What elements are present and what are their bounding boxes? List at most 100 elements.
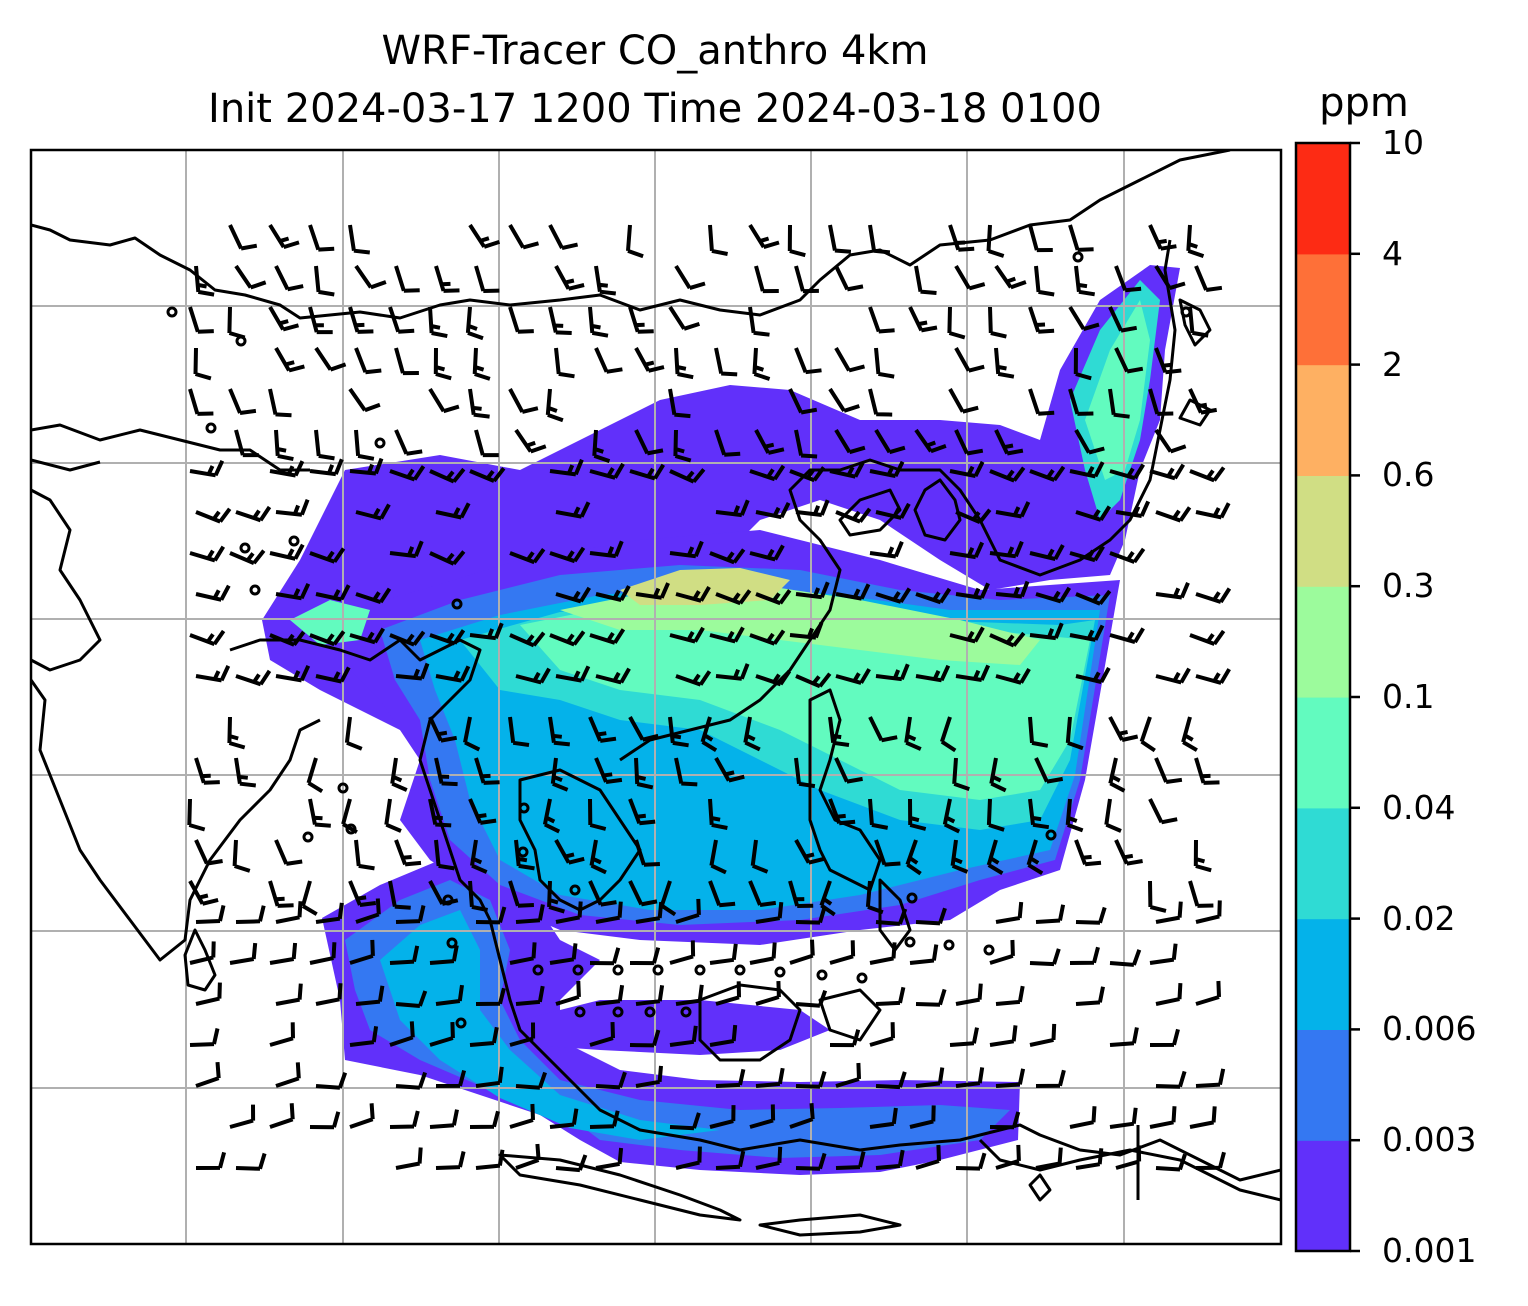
wind-barb: [465, 306, 484, 341]
wind-barb: [1108, 716, 1139, 742]
wind-barb: [659, 880, 677, 917]
wind-barb: [1114, 265, 1142, 293]
wind-barb: [629, 947, 661, 966]
wind-barb: [749, 544, 785, 562]
wind-barb: [554, 265, 585, 291]
wind-barb: [468, 880, 488, 912]
wind-barb: [1075, 1148, 1104, 1170]
wind-barb: [389, 540, 424, 559]
colorbar-tick-label: 0.04: [1382, 787, 1456, 827]
wind-barb: [708, 798, 728, 830]
wind-barb: [669, 1025, 698, 1047]
wind-barb: [1035, 586, 1072, 604]
wind-barb: [1035, 904, 1066, 924]
wind-barb: [349, 627, 386, 645]
wind-barb: [195, 665, 231, 683]
wind-barb: [394, 429, 423, 456]
wind-barb: [395, 990, 428, 1008]
wind-barb: [1195, 900, 1222, 924]
wind-barb: [1195, 1151, 1226, 1170]
wind-barb: [714, 429, 741, 457]
wind-barb: [232, 839, 251, 873]
wind-barb: [994, 347, 1015, 379]
wind-barb: [795, 1152, 827, 1171]
wind-barb: [1109, 1107, 1138, 1129]
wind-barb: [388, 306, 415, 334]
wind-barb: [269, 942, 298, 965]
wind-barb: [755, 502, 791, 520]
wind-barb: [434, 265, 460, 293]
wind-barb: [1194, 757, 1220, 785]
wind-barb: [1155, 901, 1183, 924]
wind-barb: [714, 757, 745, 783]
wind-barb: [709, 626, 745, 644]
wind-barb: [275, 498, 310, 517]
wind-barb: [1108, 388, 1130, 419]
wind-barb: [748, 880, 777, 907]
wind-barb: [795, 906, 827, 925]
wind-barb: [508, 388, 539, 414]
wind-barb: [595, 667, 631, 685]
wind-barb: [715, 499, 750, 518]
wind-barb: [309, 942, 337, 965]
wind-barb: [355, 985, 385, 1006]
wind-barb: [955, 1152, 987, 1171]
wind-barb: [309, 630, 346, 647]
wind-barb: [675, 898, 701, 924]
wind-barb: [595, 585, 631, 603]
wind-barb: [834, 757, 863, 784]
wind-barb: [187, 798, 206, 832]
wind-barb: [1034, 757, 1064, 784]
wind-barb: [908, 798, 927, 831]
wind-barb: [428, 798, 452, 828]
wind-barb: [508, 223, 540, 250]
colorbar-tick-label: 10: [1382, 123, 1424, 162]
wind-barb: [942, 798, 961, 834]
wind-barb: [715, 1150, 746, 1170]
wind-barb: [626, 224, 644, 259]
wind-barb: [348, 224, 371, 255]
wind-barb: [1028, 716, 1049, 748]
wind-barb: [555, 901, 583, 924]
wind-barb: [629, 1029, 661, 1048]
wind-barb: [869, 460, 905, 479]
wind-barb: [395, 1071, 427, 1090]
wind-barbs: [187, 223, 1232, 1173]
wind-barb: [994, 264, 1027, 290]
wind-barb: [589, 839, 607, 875]
wind-barb: [389, 1110, 420, 1129]
wind-barb: [389, 1021, 415, 1047]
wind-barb: [829, 940, 856, 965]
wind-barb: [548, 716, 571, 747]
wind-barb: [314, 265, 335, 297]
wind-barb: [355, 587, 392, 605]
wind-barb: [749, 629, 786, 646]
wind-barb: [949, 541, 985, 560]
wind-barb: [795, 672, 832, 689]
wind-barb: [235, 905, 266, 924]
wind-barb: [229, 942, 258, 965]
wind-barb: [588, 306, 609, 338]
wind-barb: [315, 902, 344, 924]
wind-barb: [594, 265, 617, 296]
wind-barb: [394, 265, 420, 293]
wind-barb: [675, 670, 712, 687]
wind-barb: [315, 584, 351, 602]
wind-barb: [995, 501, 1031, 519]
wind-barb: [469, 467, 506, 483]
wind-barb: [189, 1028, 220, 1047]
wind-barb: [429, 467, 466, 484]
wind-barb: [865, 880, 884, 915]
wind-barb: [193, 347, 212, 381]
wind-barb: [549, 1108, 579, 1129]
wind-barb: [789, 1103, 815, 1129]
wind-barb: [915, 664, 951, 683]
wind-barb: [709, 1024, 738, 1047]
wind-barb: [428, 716, 458, 743]
wind-barb: [274, 429, 294, 462]
colorbar-swatch: [1296, 364, 1350, 476]
map-title-line-2: Init 2024-03-17 1200 Time 2024-03-18 010…: [208, 86, 1102, 132]
wind-barb: [474, 429, 499, 458]
wind-barb: [589, 540, 624, 559]
